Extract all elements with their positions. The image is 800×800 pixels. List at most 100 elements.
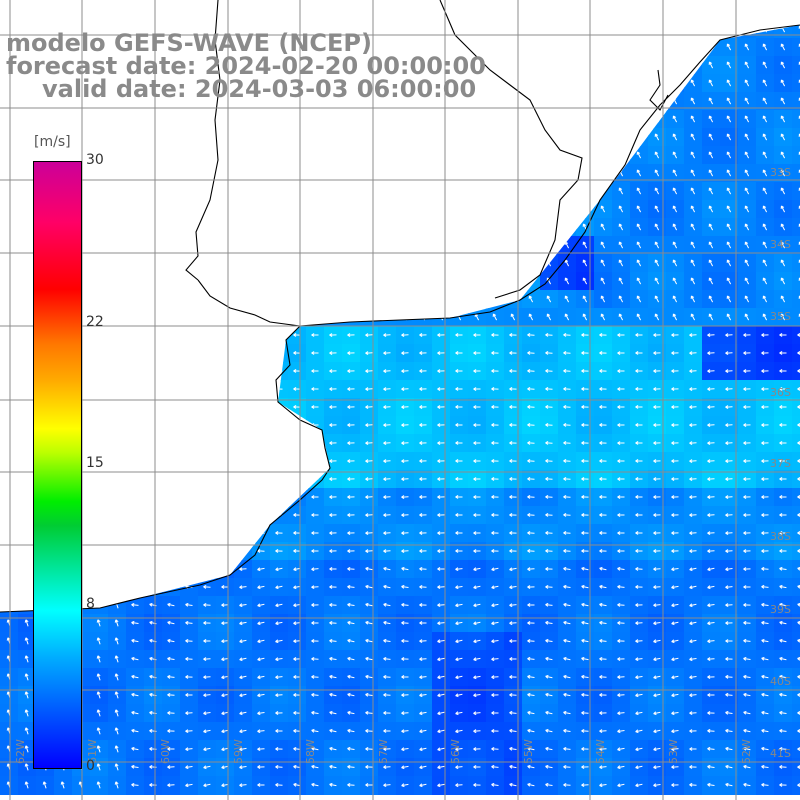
wind-arrow bbox=[329, 441, 337, 446]
wind-arrow bbox=[635, 512, 643, 517]
wind-speed-cell bbox=[324, 488, 343, 507]
wind-arrow bbox=[744, 43, 750, 51]
wind-arrow bbox=[239, 657, 247, 662]
latitude-label: 40S bbox=[770, 675, 791, 688]
wind-arrow bbox=[743, 531, 751, 536]
wind-arrow bbox=[365, 369, 373, 374]
wind-arrow bbox=[365, 638, 373, 643]
wind-arrow bbox=[401, 693, 409, 698]
wind-arrow bbox=[329, 620, 337, 625]
wind-speed-cell bbox=[432, 632, 451, 651]
wind-arrow bbox=[509, 458, 517, 463]
wind-arrow bbox=[527, 728, 535, 733]
wind-speed-cell bbox=[792, 380, 800, 399]
wind-arrow bbox=[635, 693, 643, 698]
wind-speed-cell bbox=[684, 668, 703, 687]
wind-arrow bbox=[761, 692, 769, 697]
longitude-label: 55W bbox=[522, 739, 535, 764]
wind-arrow bbox=[653, 729, 661, 734]
wind-speed-cell bbox=[792, 38, 800, 57]
wind-arrow bbox=[167, 674, 175, 679]
wind-arrow bbox=[347, 549, 355, 554]
wind-speed-cell bbox=[684, 524, 703, 543]
wind-speed-cell bbox=[702, 488, 721, 507]
wind-speed-cell bbox=[252, 632, 271, 651]
wind-arrow bbox=[203, 765, 211, 770]
wind-arrow bbox=[672, 295, 678, 303]
wind-arrow bbox=[636, 259, 642, 267]
wind-arrow bbox=[437, 675, 445, 680]
wind-speed-cell bbox=[432, 488, 451, 507]
wind-arrow bbox=[618, 277, 624, 285]
wind-arrow bbox=[689, 782, 697, 787]
wind-arrow bbox=[24, 745, 29, 753]
wind-arrow bbox=[437, 513, 445, 518]
wind-arrow bbox=[780, 313, 786, 321]
wind-arrow bbox=[599, 674, 607, 679]
wind-speed-cell bbox=[792, 758, 800, 777]
wind-arrow bbox=[761, 351, 769, 356]
wind-speed-cell bbox=[702, 506, 721, 525]
wind-speed-cell bbox=[666, 398, 685, 417]
wind-arrow bbox=[455, 332, 463, 337]
wind-arrow bbox=[167, 746, 175, 751]
wind-arrow bbox=[545, 782, 553, 787]
wind-speed-cell bbox=[324, 326, 343, 345]
wind-arrow bbox=[401, 638, 409, 643]
wind-arrow bbox=[365, 477, 373, 482]
map-title: modelo GEFS-WAVE (NCEP) bbox=[6, 29, 372, 57]
wind-arrow bbox=[509, 585, 517, 590]
wind-arrow bbox=[689, 764, 697, 769]
wind-speed-cell bbox=[468, 668, 487, 687]
wind-speed-cell bbox=[720, 542, 739, 561]
wind-speed-cell bbox=[702, 524, 721, 543]
wind-arrow bbox=[654, 223, 660, 231]
wind-arrow bbox=[599, 711, 607, 716]
wind-arrow bbox=[654, 205, 660, 213]
wind-arrow bbox=[635, 657, 643, 662]
wind-speed-cell bbox=[180, 740, 199, 759]
wind-arrow bbox=[311, 531, 319, 535]
wind-speed-cell bbox=[702, 614, 721, 633]
wind-arrow bbox=[401, 387, 409, 392]
wind-speed-cell bbox=[252, 614, 271, 633]
wind-arrow bbox=[419, 476, 427, 481]
wind-arrow bbox=[635, 332, 643, 337]
wind-arrow bbox=[726, 61, 732, 69]
wind-arrow bbox=[545, 746, 553, 751]
wind-speed-cell bbox=[684, 632, 703, 651]
valid-date: valid date: 2024-03-03 06:00:00 bbox=[42, 75, 477, 103]
wind-arrow bbox=[690, 295, 696, 303]
wind-arrow bbox=[311, 549, 319, 553]
wind-arrow bbox=[473, 729, 481, 734]
wind-arrow bbox=[564, 313, 570, 321]
wind-arrow bbox=[473, 711, 481, 716]
wind-arrow bbox=[545, 512, 553, 517]
wind-speed-cell bbox=[792, 740, 800, 759]
wind-arrow bbox=[365, 710, 373, 715]
wind-arrow bbox=[599, 368, 607, 373]
wind-arrow bbox=[293, 603, 301, 608]
wind-arrow bbox=[545, 350, 553, 355]
wind-arrow bbox=[455, 729, 463, 734]
wind-arrow bbox=[563, 476, 571, 481]
wind-arrow bbox=[96, 709, 101, 717]
wind-arrow bbox=[707, 585, 715, 590]
wind-arrow bbox=[671, 513, 679, 517]
wind-arrow bbox=[527, 567, 535, 572]
wind-speed-cell bbox=[252, 740, 271, 759]
wind-arrow bbox=[419, 494, 427, 499]
wind-speed-cell bbox=[162, 758, 181, 777]
wind-arrow bbox=[708, 223, 714, 231]
wind-arrow bbox=[275, 585, 283, 590]
wind-arrow bbox=[167, 765, 175, 770]
wind-speed-cell bbox=[342, 398, 361, 417]
wind-speed-cell bbox=[792, 182, 800, 201]
wind-arrow bbox=[599, 494, 607, 499]
wind-arrow bbox=[617, 765, 625, 770]
wind-speed-cell bbox=[324, 380, 343, 399]
wind-speed-cell bbox=[594, 776, 613, 795]
wind-speed-cell bbox=[648, 650, 667, 669]
wind-speed-cell bbox=[324, 416, 343, 435]
wind-speed-cell bbox=[450, 614, 469, 633]
